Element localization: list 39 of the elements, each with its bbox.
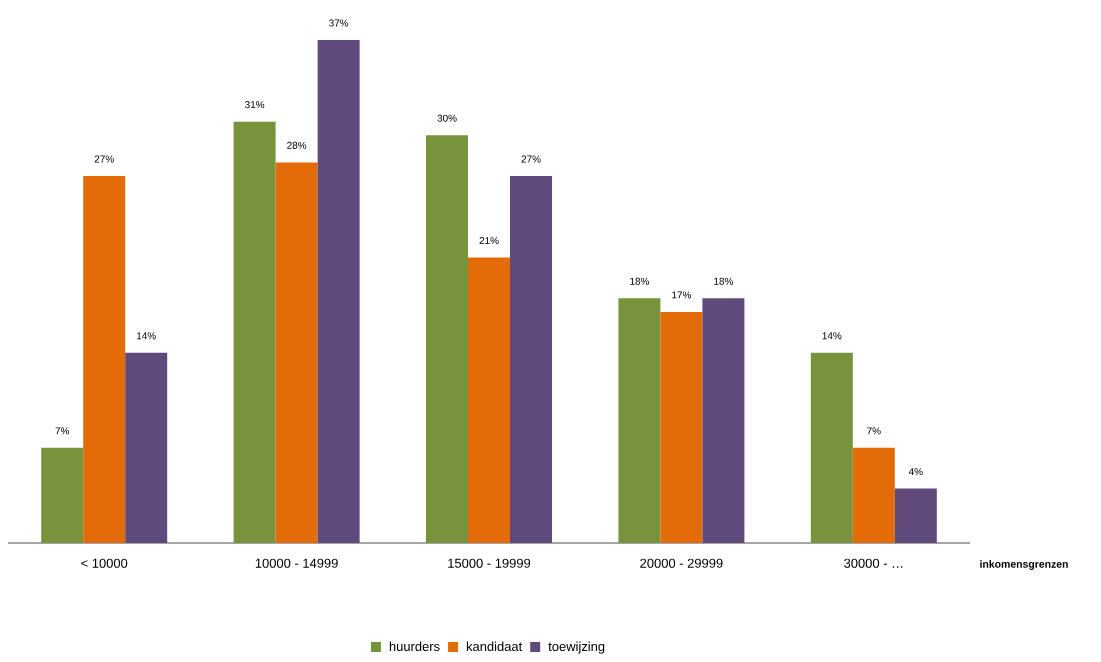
bar xyxy=(83,176,126,543)
bar xyxy=(894,488,937,543)
bar xyxy=(426,135,469,543)
data-label: 7% xyxy=(55,427,70,435)
x-axis-title: inkomensgrenzen xyxy=(980,560,1068,570)
bar xyxy=(468,257,511,543)
data-label: 27% xyxy=(94,155,114,163)
x-tick-label: 15000 - 19999 xyxy=(448,558,531,568)
data-label: 7% xyxy=(867,427,881,435)
bar xyxy=(275,162,318,543)
data-label: 21% xyxy=(479,237,499,245)
bar xyxy=(510,176,553,543)
x-tick-label: 10000 - 14999 xyxy=(255,558,338,568)
bar xyxy=(317,40,360,543)
data-label: 37% xyxy=(329,19,349,27)
data-label: 4% xyxy=(908,468,923,476)
legend-label: toewijzing xyxy=(548,641,605,654)
bar xyxy=(702,298,745,543)
data-label: 31% xyxy=(245,101,265,109)
bar xyxy=(810,352,853,543)
data-label: 17% xyxy=(672,291,692,299)
x-tick-label: 20000 - 29999 xyxy=(640,558,723,568)
data-label: 14% xyxy=(822,332,842,340)
bar xyxy=(41,447,84,543)
legend-label: huurders xyxy=(389,641,440,652)
bar xyxy=(125,352,168,543)
data-label: 18% xyxy=(630,277,650,285)
bar xyxy=(618,298,661,543)
x-tick-label: 30000 - … xyxy=(844,558,903,568)
legend-label: kandidaat xyxy=(466,641,523,652)
data-label: 30% xyxy=(437,114,457,122)
bar xyxy=(233,121,276,543)
data-label: 14% xyxy=(137,332,156,340)
bar xyxy=(660,311,703,543)
x-tick-label: < 10000 xyxy=(81,558,128,568)
data-label: 28% xyxy=(287,141,307,149)
bar xyxy=(852,447,895,543)
data-label: 18% xyxy=(714,277,734,285)
data-label: 27% xyxy=(521,155,541,163)
